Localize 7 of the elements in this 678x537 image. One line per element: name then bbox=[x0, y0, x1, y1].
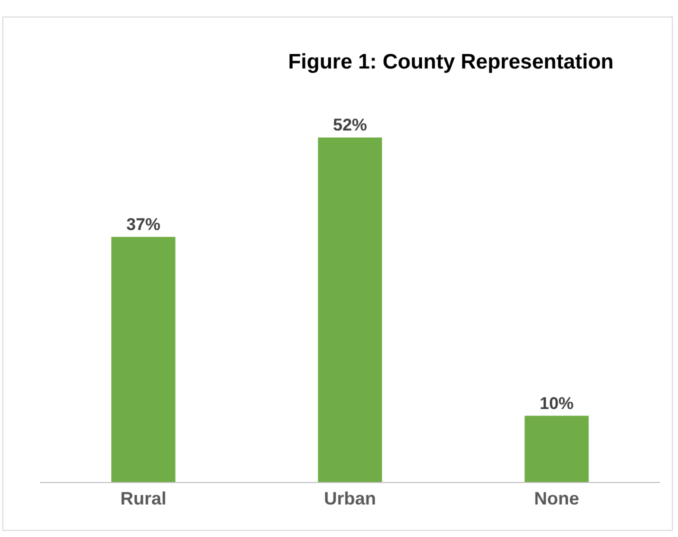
data-label: 10% bbox=[540, 394, 574, 413]
data-label: 37% bbox=[126, 214, 160, 234]
data-label: 52% bbox=[332, 116, 368, 135]
x-tick-label: None bbox=[534, 488, 580, 509]
x-tick-label: Urban bbox=[324, 488, 376, 509]
chart-title: Figure 1: County Representation bbox=[288, 50, 614, 74]
x-tick-label: Rural bbox=[120, 488, 166, 509]
